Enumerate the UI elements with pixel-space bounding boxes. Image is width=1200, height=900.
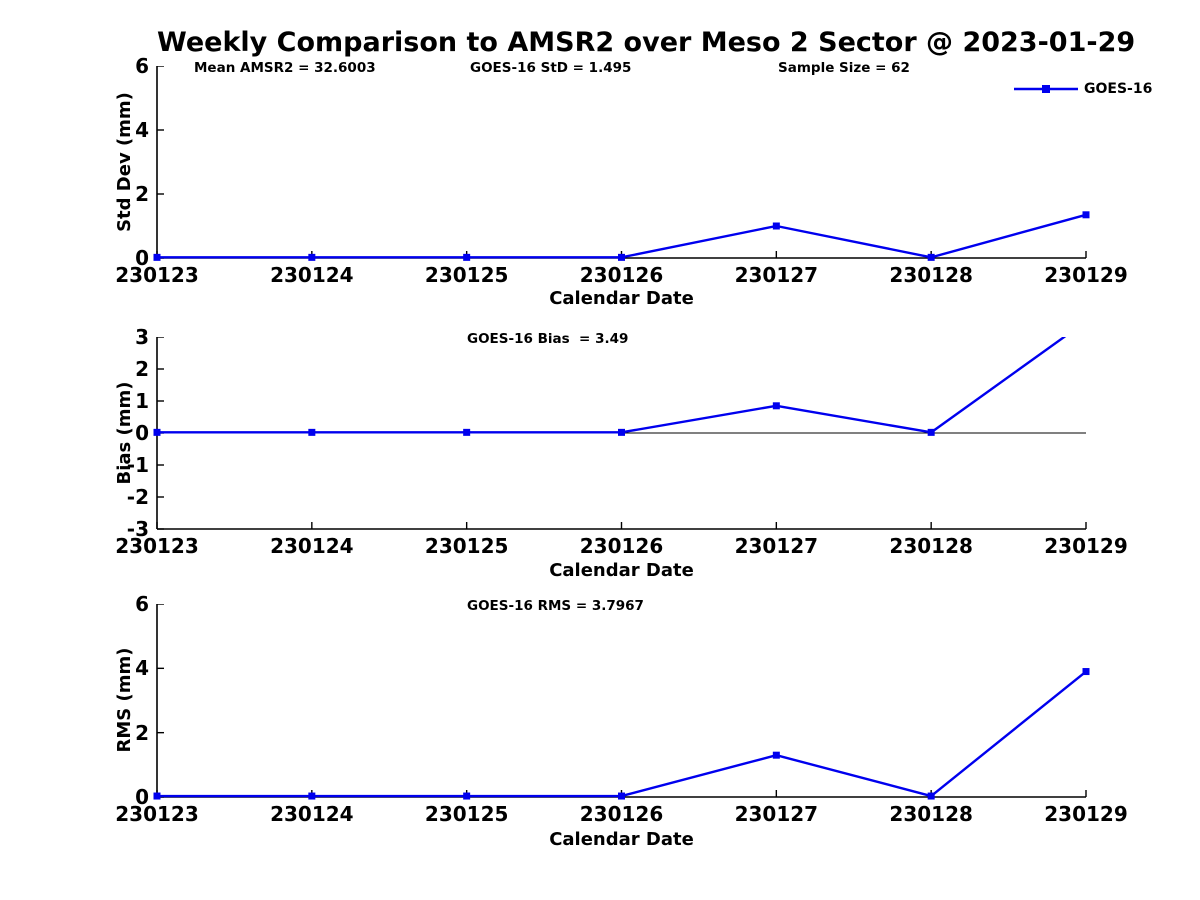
annotation-goes16-std: GOES-16 StD = 1.495 [470, 60, 632, 76]
chart-title: Weekly Comparison to AMSR2 over Meso 2 S… [157, 27, 1136, 58]
y-tick-label: 2 [135, 720, 149, 745]
x-tick-label: 230125 [424, 263, 509, 287]
y-tick-label: 0 [135, 246, 149, 270]
data-line-rms [157, 670, 1087, 798]
data-line-bias [157, 337, 1067, 434]
data-marker [308, 253, 316, 261]
data-marker [772, 751, 780, 759]
data-marker [463, 428, 471, 436]
x-tick-label: 230125 [424, 802, 509, 826]
x-tick-label: 230123 [115, 263, 199, 287]
x-tick-label: 230124 [270, 263, 354, 287]
data-marker [927, 253, 935, 261]
y-tick-label: 3 [135, 325, 149, 349]
y-tick-label: 4 [135, 656, 149, 681]
data-marker [927, 428, 935, 436]
data-marker [618, 253, 625, 261]
plot-area-stddev [153, 66, 1090, 261]
y-tick-label: 0 [135, 785, 149, 809]
data-marker [463, 792, 471, 800]
x-tick-label: 230126 [579, 534, 664, 558]
legend-line-marker-icon [1014, 85, 1078, 93]
x-tick-label: 230129 [1044, 534, 1128, 558]
x-tick-label: 230129 [1044, 802, 1128, 826]
y-tick-label: -2 [126, 485, 149, 509]
x-tick-label: 230123 [115, 802, 199, 826]
x-tick-label: 230127 [734, 802, 819, 826]
y-tick-label: -3 [126, 517, 149, 541]
x-tick-label: 230126 [579, 263, 664, 287]
x-axis-label-rms: Calendar Date [549, 829, 694, 850]
data-marker [1082, 211, 1090, 219]
data-line-stddev [157, 213, 1087, 259]
x-tick-label: 230128 [889, 534, 973, 558]
data-marker [1082, 668, 1090, 676]
x-tick-label: 230126 [579, 802, 664, 826]
x-tick-label: 230127 [734, 263, 819, 287]
y-tick-label: 4 [135, 118, 149, 142]
y-tick-label: 2 [135, 182, 149, 206]
data-marker [772, 402, 780, 410]
y-tick-label: 0 [135, 421, 149, 445]
plot-area-bias [153, 337, 1087, 530]
data-marker [153, 428, 161, 436]
x-axis-label-stddev: Calendar Date [549, 288, 694, 309]
y-tick-label: -1 [126, 453, 149, 477]
y-tick-label: 1 [135, 389, 149, 413]
y-tick-label: 2 [135, 357, 149, 381]
y-tick-label: 6 [135, 592, 149, 616]
data-marker [618, 428, 625, 436]
annotation-goes16-rms: GOES-16 RMS = 3.7967 [467, 598, 644, 614]
x-tick-label: 230124 [270, 534, 354, 558]
y-axis-label-stddev: Std Dev (mm) [114, 92, 135, 232]
data-marker [463, 253, 471, 261]
annotation-goes16-bias: GOES-16 Bias = 3.49 [467, 331, 629, 347]
x-axis-label-bias: Calendar Date [549, 560, 694, 581]
annotation-mean-amsr2: Mean AMSR2 = 32.6003 [194, 60, 376, 76]
data-marker [308, 792, 316, 800]
data-marker [927, 792, 935, 800]
x-tick-label: 230128 [889, 802, 973, 826]
data-marker [308, 428, 316, 436]
x-tick-label: 230129 [1044, 263, 1128, 287]
y-axis-label-rms: RMS (mm) [114, 647, 135, 753]
y-tick-label: 6 [135, 54, 149, 78]
data-marker [618, 792, 625, 800]
data-marker [153, 792, 161, 800]
x-tick-label: 230125 [424, 534, 509, 558]
legend-label: GOES-16 [1084, 81, 1153, 97]
x-tick-label: 230128 [889, 263, 973, 287]
plot-area-rms [153, 604, 1090, 800]
data-marker [772, 222, 780, 230]
x-tick-label: 230127 [734, 534, 819, 558]
x-tick-label: 230123 [115, 534, 199, 558]
annotation-sample-size: Sample Size = 62 [778, 60, 910, 76]
legend: GOES-16 [1014, 80, 1152, 98]
data-marker [153, 253, 161, 261]
x-tick-label: 230124 [270, 802, 354, 826]
